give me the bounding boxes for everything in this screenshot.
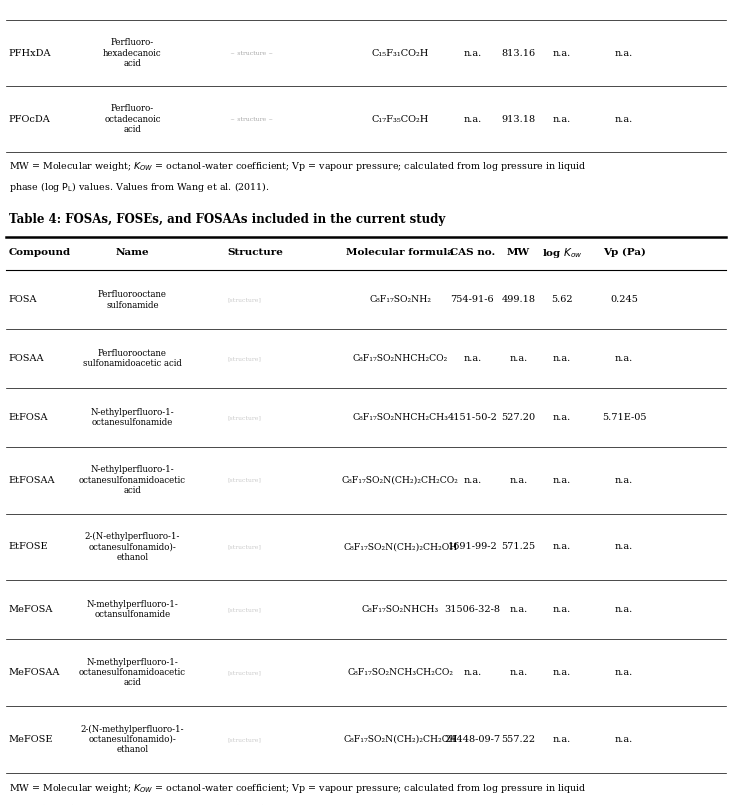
Text: EtFOSE: EtFOSE <box>9 543 48 551</box>
Text: n.a.: n.a. <box>509 476 527 485</box>
Text: 0.245: 0.245 <box>610 295 638 304</box>
Text: Perfluoro-
octadecanoic
acid: Perfluoro- octadecanoic acid <box>104 104 161 134</box>
Text: Perfluorooctane
sulfonamide: Perfluorooctane sulfonamide <box>98 290 167 310</box>
Text: 5.71E-05: 5.71E-05 <box>602 413 646 422</box>
Text: PFHxDA: PFHxDA <box>9 48 51 58</box>
Text: Compound: Compound <box>9 248 71 258</box>
Text: ~ structure ~: ~ structure ~ <box>230 51 274 56</box>
Text: n.a.: n.a. <box>615 48 633 58</box>
Text: n.a.: n.a. <box>463 476 482 485</box>
Text: n.a.: n.a. <box>463 668 482 677</box>
Text: C₈F₁₇SO₂NH₂: C₈F₁₇SO₂NH₂ <box>369 295 431 304</box>
Text: [structure]: [structure] <box>228 415 261 420</box>
Text: 499.18: 499.18 <box>502 295 535 304</box>
Text: EtFOSA: EtFOSA <box>9 413 48 422</box>
Text: [structure]: [structure] <box>228 544 261 550</box>
Text: n.a.: n.a. <box>553 413 572 422</box>
Text: 913.18: 913.18 <box>502 114 535 124</box>
Text: MeFOSA: MeFOSA <box>9 605 53 614</box>
Text: [structure]: [structure] <box>228 297 261 303</box>
Text: ~ structure ~: ~ structure ~ <box>230 117 274 122</box>
Text: Perfluorooctane
sulfonamidoacetic acid: Perfluorooctane sulfonamidoacetic acid <box>83 349 182 369</box>
Text: n.a.: n.a. <box>615 543 633 551</box>
Text: [structure]: [structure] <box>228 737 261 742</box>
Text: n.a.: n.a. <box>509 668 527 677</box>
Text: 754-91-6: 754-91-6 <box>450 295 494 304</box>
Text: 813.16: 813.16 <box>502 48 535 58</box>
Text: C₈F₁₇SO₂NCH₃CH₂CO₂: C₈F₁₇SO₂NCH₃CH₂CO₂ <box>347 668 453 677</box>
Text: Molecular formula: Molecular formula <box>347 248 454 258</box>
Text: n.a.: n.a. <box>463 114 482 124</box>
Text: Name: Name <box>115 248 150 258</box>
Text: n.a.: n.a. <box>463 48 482 58</box>
Text: C₈F₁₇SO₂N(CH₂)₂CH₂OH: C₈F₁₇SO₂N(CH₂)₂CH₂OH <box>343 543 458 551</box>
Text: 527.20: 527.20 <box>502 413 535 422</box>
Text: phase (log $\mathrm{P_L}$) values. Values from Wang et al. (2011).: phase (log $\mathrm{P_L}$) values. Value… <box>9 802 269 805</box>
Text: C₈F₁₇SO₂N(CH₂)₂CH₂CO₂: C₈F₁₇SO₂N(CH₂)₂CH₂CO₂ <box>342 476 459 485</box>
Text: n.a.: n.a. <box>553 605 572 614</box>
Text: n.a.: n.a. <box>553 48 572 58</box>
Text: n.a.: n.a. <box>615 354 633 363</box>
Text: PFOcDA: PFOcDA <box>9 114 50 124</box>
Text: n.a.: n.a. <box>615 114 633 124</box>
Text: [structure]: [structure] <box>228 356 261 361</box>
Text: phase (log $\mathrm{P_L}$) values. Values from Wang et al. (2011).: phase (log $\mathrm{P_L}$) values. Value… <box>9 180 269 193</box>
Text: Structure: Structure <box>228 248 283 258</box>
Text: [structure]: [structure] <box>228 670 261 675</box>
Text: 4151-50-2: 4151-50-2 <box>447 413 497 422</box>
Text: MeFOSAA: MeFOSAA <box>9 668 60 677</box>
Text: Table 4: FOSAs, FOSEs, and FOSAAs included in the current study: Table 4: FOSAs, FOSEs, and FOSAAs includ… <box>9 213 445 225</box>
Text: 557.22: 557.22 <box>502 735 535 744</box>
Text: N-methylperfluoro-1-
octanesulfonamidoacetic
acid: N-methylperfluoro-1- octanesulfonamidoac… <box>79 658 186 687</box>
Text: MW = Molecular weight; $\mathit{K}_{OW}$ = octanol-water coefficient; Vp = vapou: MW = Molecular weight; $\mathit{K}_{OW}$… <box>9 782 587 795</box>
Text: C₈F₁₇SO₂NHCH₃: C₈F₁₇SO₂NHCH₃ <box>362 605 439 614</box>
Text: MW: MW <box>507 248 530 258</box>
Text: FOSA: FOSA <box>9 295 37 304</box>
Text: n.a.: n.a. <box>615 476 633 485</box>
Text: C₈F₁₇SO₂NHCH₂CO₂: C₈F₁₇SO₂NHCH₂CO₂ <box>353 354 448 363</box>
Text: 2-(N-ethylperfluoro-1-
octanesulfonamido)-
ethanol: 2-(N-ethylperfluoro-1- octanesulfonamido… <box>85 532 180 562</box>
Text: C₈F₁₇SO₂NHCH₂CH₃: C₈F₁₇SO₂NHCH₂CH₃ <box>353 413 448 422</box>
Text: n.a.: n.a. <box>463 354 482 363</box>
Text: log $\mathit{K}_{ow}$: log $\mathit{K}_{ow}$ <box>542 246 583 260</box>
Text: n.a.: n.a. <box>553 543 572 551</box>
Text: n.a.: n.a. <box>553 354 572 363</box>
Text: N-methylperfluoro-1-
octansulfonamide: N-methylperfluoro-1- octansulfonamide <box>87 600 178 620</box>
Text: N-ethylperfluoro-1-
octanesulfonamide: N-ethylperfluoro-1- octanesulfonamide <box>91 407 174 427</box>
Text: MW = Molecular weight; $\mathit{K}_{OW}$ = octanol-water coefficient; Vp = vapou: MW = Molecular weight; $\mathit{K}_{OW}$… <box>9 160 587 173</box>
Text: Vp (Pa): Vp (Pa) <box>603 248 645 258</box>
Text: n.a.: n.a. <box>615 735 633 744</box>
Text: n.a.: n.a. <box>553 476 572 485</box>
Text: n.a.: n.a. <box>553 114 572 124</box>
Text: [structure]: [structure] <box>228 607 261 613</box>
Text: N-ethylperfluoro-1-
octanesulfonamidoacetic
acid: N-ethylperfluoro-1- octanesulfonamidoace… <box>79 465 186 495</box>
Text: [structure]: [structure] <box>228 477 261 483</box>
Text: n.a.: n.a. <box>509 354 527 363</box>
Text: C₈F₁₇SO₂N(CH₂)₂CH₂OH: C₈F₁₇SO₂N(CH₂)₂CH₂OH <box>343 735 458 744</box>
Text: n.a.: n.a. <box>553 668 572 677</box>
Text: 1691-99-2: 1691-99-2 <box>447 543 497 551</box>
Text: Perfluoro-
hexadecanoic
acid: Perfluoro- hexadecanoic acid <box>103 38 162 68</box>
Text: CAS no.: CAS no. <box>450 248 495 258</box>
Text: C₁₇F₃₅CO₂H: C₁₇F₃₅CO₂H <box>372 114 429 124</box>
Text: 31506-32-8: 31506-32-8 <box>445 605 500 614</box>
Text: 2-(N-methylperfluoro-1-
octanesulfonamido)-
ethanol: 2-(N-methylperfluoro-1- octanesulfonamid… <box>81 724 184 754</box>
Text: n.a.: n.a. <box>615 605 633 614</box>
Text: n.a.: n.a. <box>553 735 572 744</box>
Text: MeFOSE: MeFOSE <box>9 735 53 744</box>
Text: C₁₅F₃₁CO₂H: C₁₅F₃₁CO₂H <box>372 48 429 58</box>
Text: 571.25: 571.25 <box>502 543 535 551</box>
Text: n.a.: n.a. <box>615 668 633 677</box>
Text: 5.62: 5.62 <box>551 295 573 304</box>
Text: 24448-09-7: 24448-09-7 <box>445 735 500 744</box>
Text: n.a.: n.a. <box>509 605 527 614</box>
Text: EtFOSAA: EtFOSAA <box>9 476 55 485</box>
Text: FOSAA: FOSAA <box>9 354 45 363</box>
